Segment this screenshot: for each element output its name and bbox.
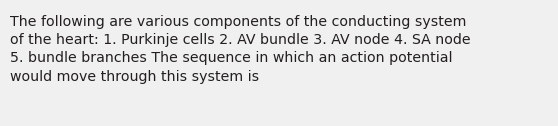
Text: The following are various components of the conducting system
of the heart: 1. P: The following are various components of … bbox=[10, 15, 470, 84]
